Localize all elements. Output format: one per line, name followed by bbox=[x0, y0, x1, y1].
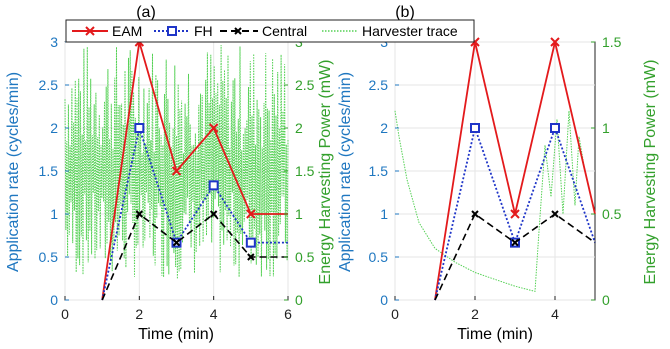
chart-b-grid bbox=[394, 41, 595, 301]
chart-a-title: (a) bbox=[136, 4, 156, 21]
legend-marker-eam bbox=[85, 26, 95, 36]
chart-b-fh-point bbox=[550, 123, 560, 133]
chart-a-harvester-line bbox=[64, 45, 289, 279]
chart-a-central-point bbox=[172, 238, 181, 247]
chart-b-series bbox=[434, 37, 596, 301]
chart-b-fh-point bbox=[470, 123, 480, 133]
chart-b-y2tick-label: 1.5 bbox=[602, 34, 622, 50]
legend-item-harvester: Harvester trace bbox=[322, 23, 458, 39]
chart-a-y2label: Energy Harvesting Power (mW) bbox=[317, 60, 334, 285]
chart-a-xlabel: Time (min) bbox=[138, 326, 214, 343]
chart-a-y2tick-label: 1.5 bbox=[295, 163, 315, 179]
chart-a-eam-line bbox=[101, 41, 288, 301]
chart-a-eam-point bbox=[208, 123, 219, 133]
chart-b-y2tick-label: 1 bbox=[602, 120, 610, 136]
chart-a-ytick-label: 2.5 bbox=[39, 77, 59, 93]
chart-b-harvester-trace bbox=[394, 110, 596, 293]
chart-a-y2tick-label: 0.5 bbox=[295, 249, 315, 265]
chart-a-fh-point bbox=[245, 237, 256, 248]
chart-a-fh-point bbox=[208, 180, 219, 191]
chart-a-ytick-label: 1.5 bbox=[39, 163, 59, 179]
chart-a-harvester-trace bbox=[64, 45, 289, 279]
chart-b-xtick-label: 4 bbox=[551, 306, 559, 322]
chart-a-ylabel: Application rate (cycles/min) bbox=[5, 72, 22, 272]
chart-a-xtick-label: 4 bbox=[210, 306, 218, 322]
legend-marker-fh bbox=[167, 26, 177, 36]
chart-a-y2tick-label: 1 bbox=[295, 206, 303, 222]
chart-a-eam-point bbox=[246, 209, 256, 219]
legend-label-eam: EAM bbox=[112, 23, 142, 39]
chart-a-y2tick-label: 2 bbox=[295, 120, 303, 136]
legend: EAM FH Central Harvester trace bbox=[65, 19, 475, 43]
chart-a-central-point bbox=[247, 253, 255, 261]
chart-b-eam-point bbox=[510, 209, 520, 219]
chart-b-title: (b) bbox=[395, 4, 415, 21]
legend-label-harvester: Harvester trace bbox=[362, 23, 458, 39]
chart-a-ytick-label: 2 bbox=[50, 120, 58, 136]
chart-b-ytick-label: 1 bbox=[380, 206, 388, 222]
chart-b-central-point bbox=[471, 210, 479, 218]
chart-b-ytick-label: 1.5 bbox=[369, 163, 389, 179]
chart-a-xtick-label: 2 bbox=[135, 306, 143, 322]
chart-a-xtick-label: 0 bbox=[61, 306, 69, 322]
chart-a-ytick-label: 1 bbox=[50, 206, 58, 222]
chart-b-ytick-label: 2 bbox=[380, 120, 388, 136]
chart-b-xtick-label: 0 bbox=[391, 306, 399, 322]
chart-b-xlabel: Time (min) bbox=[457, 326, 533, 343]
chart-b-y2label: Energy Harvesting Power (mW) bbox=[642, 60, 659, 285]
chart-a-y2tick-label: 0 bbox=[295, 292, 303, 308]
chart-a-central-point bbox=[135, 210, 144, 218]
legend-item-eam: EAM bbox=[72, 23, 142, 39]
legend-label-fh: FH bbox=[194, 23, 213, 39]
legend-item-central: Central bbox=[220, 23, 307, 39]
chart-b-eam-point bbox=[550, 37, 560, 47]
chart-b-central-point bbox=[511, 238, 519, 247]
chart-a-central-line bbox=[101, 212, 288, 301]
chart-a-xtick-label: 6 bbox=[284, 306, 292, 322]
chart-b-ytick-label: 2.5 bbox=[369, 77, 389, 93]
chart-a-ytick-label: 0.5 bbox=[39, 249, 59, 265]
chart-a-fh-point bbox=[134, 123, 145, 133]
chart-b-central-point bbox=[551, 210, 559, 218]
chart-b-harvester-line bbox=[394, 110, 596, 293]
chart-b-ytick-label: 0 bbox=[380, 292, 388, 308]
chart-a-ytick-label: 0 bbox=[50, 292, 58, 308]
chart-b-xtick-label: 2 bbox=[471, 306, 479, 322]
legend-item-fh: FH bbox=[154, 23, 213, 39]
chart-b-y2tick-label: 0.5 bbox=[602, 206, 622, 222]
chart-a-eam-point bbox=[171, 166, 182, 176]
chart-b-y2tick-label: 0 bbox=[602, 292, 610, 308]
legend-label-central: Central bbox=[262, 23, 307, 39]
legend-marker-central bbox=[234, 27, 242, 35]
chart-b-ytick-label: 0.5 bbox=[369, 249, 389, 265]
chart-a-ytick-label: 3 bbox=[50, 34, 58, 50]
chart-a-y2tick-label: 2.5 bbox=[295, 77, 315, 93]
chart-b-ylabel: Application rate (cycles/min) bbox=[337, 72, 354, 272]
legend-box bbox=[65, 19, 475, 43]
chart-a-central-point bbox=[209, 210, 218, 218]
